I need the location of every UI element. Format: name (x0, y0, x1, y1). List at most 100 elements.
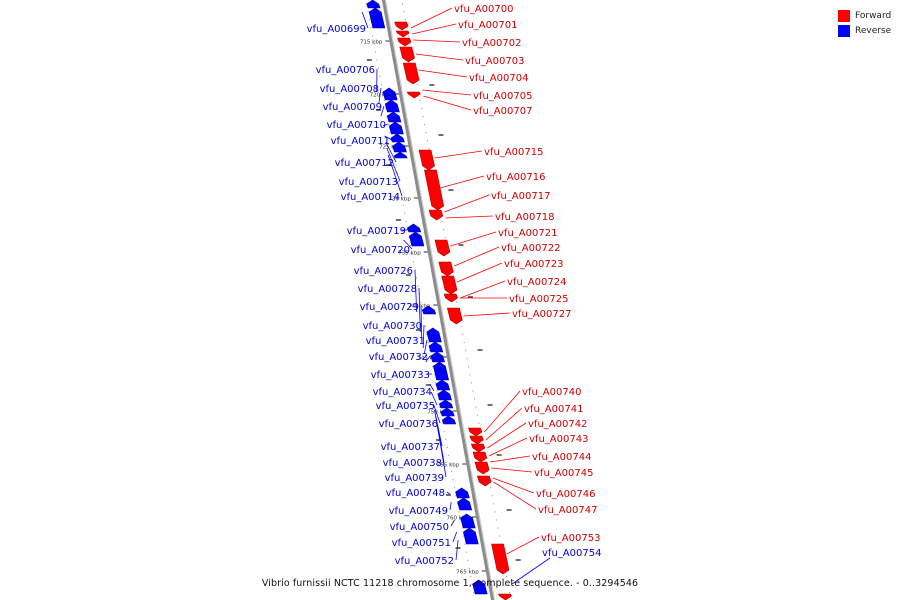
tick-label: 745 kbp (417, 356, 440, 362)
tick-label: 765 kbp (456, 570, 479, 576)
forward-gene-label: vfu_A00747 (538, 505, 597, 516)
forward-gene-feature (394, 21, 409, 31)
reverse-leader-line (446, 491, 450, 495)
reverse-gene-feature (430, 351, 446, 363)
backbone-line (381, 0, 496, 600)
reverse-gene-feature (384, 99, 400, 113)
forward-gene-feature (491, 543, 510, 575)
forward-leader-line (459, 280, 506, 299)
forward-gene-label: vfu_A00722 (501, 243, 560, 254)
forward-gene-label: vfu_A00746 (536, 489, 595, 500)
forward-leader-line (457, 262, 503, 283)
reverse-gene-label: vfu_A00712 (335, 158, 394, 169)
reverse-gene-feature (426, 327, 442, 343)
forward-leader-line (439, 175, 485, 189)
reverse-leader-line (422, 324, 425, 349)
reverse-gene-label: vfu_A00710 (327, 120, 386, 131)
reverse-gene-label: vfu_A00739 (385, 473, 444, 484)
reverse-gene-feature (439, 399, 454, 409)
forward-gene-label: vfu_A00702 (462, 38, 521, 49)
legend-reverse: Reverse (838, 23, 891, 38)
forward-gene-feature (434, 239, 451, 257)
reverse-leader-line (386, 147, 401, 182)
reverse-gene-label: vfu_A00736 (379, 419, 438, 430)
reverse-leader-line (450, 519, 455, 527)
reverse-leader-line (452, 531, 458, 543)
reverse-gene-feature (386, 111, 402, 123)
forward-gene-feature (446, 307, 463, 325)
forward-gene-label: vfu_A00727 (512, 309, 571, 320)
reverse-gene-feature (433, 361, 450, 381)
reverse-gene-feature (455, 487, 470, 499)
reverse-leader-line (423, 339, 428, 355)
reverse-gene-feature (428, 341, 444, 353)
forward-gene-feature (406, 91, 421, 99)
forward-leader-line (423, 95, 472, 111)
forward-leader-line (488, 437, 528, 457)
forward-leader-line (506, 536, 540, 555)
forward-leader-line (444, 194, 490, 213)
forward-gene-feature (497, 593, 512, 600)
reverse-leader-line (414, 269, 418, 313)
forward-leader-line (493, 481, 537, 510)
forward-gene-label: vfu_A00744 (532, 452, 591, 463)
reverse-gene-label: vfu_A00699 (307, 24, 366, 35)
tick-label: 750 kbp (427, 410, 450, 416)
reverse-leader-line (432, 403, 441, 424)
reverse-gene-label: vfu_A00751 (392, 538, 451, 549)
reverse-gene-feature (388, 121, 404, 135)
reverse-gene-label: vfu_A00729 (360, 302, 419, 313)
backbone-highlight (384, 0, 496, 600)
legend-forward-swatch (838, 9, 850, 22)
sequence-caption: Vibrio furnissii NCTC 11218 chromosome 1… (261, 578, 639, 589)
forward-gene-label: vfu_A00753 (541, 533, 600, 544)
reverse-gene-label: vfu_A00719 (347, 226, 406, 237)
reverse-gene-label: vfu_A00749 (389, 506, 448, 517)
reverse-leader-line (455, 539, 459, 561)
reverse-leader-line (429, 383, 435, 392)
forward-gene-feature (470, 443, 486, 453)
legend-reverse-swatch (838, 24, 850, 37)
forward-gene-feature (399, 46, 415, 63)
forward-gene-feature (424, 169, 445, 211)
reverse-gene-feature (407, 223, 422, 233)
forward-leader-line (490, 467, 533, 473)
reverse-gene-label: vfu_A00708 (320, 84, 379, 95)
forward-gene-label: vfu_A00716 (486, 172, 545, 183)
reverse-leader-line (425, 355, 431, 363)
reverse-gene-label: vfu_A00709 (323, 102, 382, 113)
forward-gene-feature (402, 62, 420, 85)
forward-leader-line (492, 477, 535, 494)
reverse-gene-feature (409, 231, 425, 247)
forward-leader-line (487, 422, 527, 449)
forward-gene-label: vfu_A00715 (484, 147, 543, 158)
reverse-leader-line (385, 141, 397, 163)
forward-leader-line (413, 39, 461, 43)
reverse-gene-label: vfu_A00728 (358, 284, 417, 295)
forward-gene-label: vfu_A00742 (528, 419, 587, 430)
reverse-gene-feature (421, 305, 437, 315)
forward-leader-line (489, 455, 531, 463)
reverse-gene-label: vfu_A00752 (395, 556, 454, 567)
forward-leader-line (410, 7, 453, 29)
reverse-gene-label: vfu_A00713 (339, 177, 398, 188)
reverse-gene-label: vfu_A00737 (381, 442, 440, 453)
forward-gene-feature (469, 435, 484, 445)
forward-leader-line (418, 69, 468, 78)
forward-gene-label: vfu_A00740 (522, 387, 581, 398)
reverse-gene-feature (382, 87, 398, 101)
reverse-leader-line (436, 421, 447, 478)
forward-gene-feature (397, 37, 412, 47)
reverse-leader-line (387, 154, 403, 197)
forward-gene-label: vfu_A00743 (529, 434, 588, 445)
legend-forward-label: Forward (855, 10, 892, 21)
tick-label: 725 kbp (379, 145, 402, 151)
forward-gene-label: vfu_A00745 (534, 468, 593, 479)
forward-gene-feature (441, 275, 458, 295)
reverse-guide (365, 0, 476, 600)
reverse-gene-feature (457, 497, 473, 511)
forward-gene-label: vfu_A00704 (469, 73, 528, 84)
legend-forward: Forward (838, 8, 891, 23)
reverse-gene-label: vfu_A00750 (390, 522, 449, 533)
reverse-leader-line (384, 135, 393, 141)
